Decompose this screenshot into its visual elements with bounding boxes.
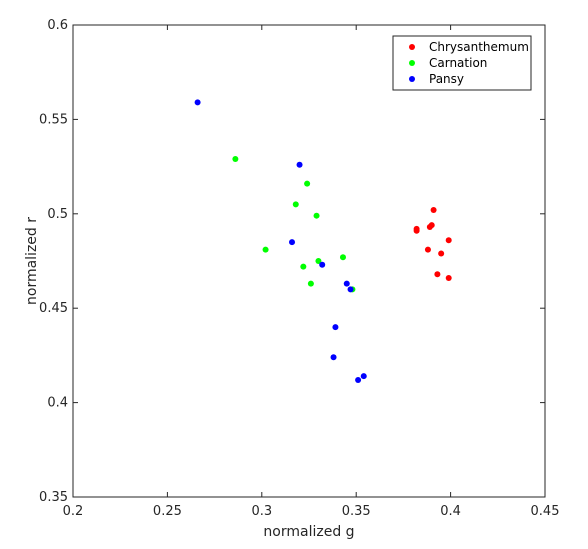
data-point xyxy=(413,227,420,234)
y-tick-label: 0.35 xyxy=(39,490,68,505)
y-tick-label: 0.55 xyxy=(39,112,68,127)
data-point xyxy=(300,263,307,270)
data-point xyxy=(438,250,445,257)
y-tick-label: 0.4 xyxy=(47,396,68,411)
legend-entry-pansy: Pansy xyxy=(429,72,464,86)
data-point xyxy=(339,254,346,261)
data-point xyxy=(332,324,339,331)
legend-box xyxy=(392,35,532,91)
legend: Chrysanthemum Carnation Pansy xyxy=(392,35,532,91)
legend-marker-carnation xyxy=(409,60,415,66)
data-point xyxy=(313,212,320,219)
data-point xyxy=(360,373,367,380)
x-tick-label: 0.25 xyxy=(153,504,182,519)
data-point xyxy=(445,274,452,281)
data-point xyxy=(355,376,362,383)
legend-entry-carnation: Carnation xyxy=(429,56,487,70)
plot-area xyxy=(72,24,546,498)
legend-marker-pansy xyxy=(409,76,415,82)
x-axis-label: normalized g xyxy=(263,524,354,540)
data-point xyxy=(430,207,437,214)
y-tick-label: 0.6 xyxy=(47,18,68,33)
x-tick-label: 0.45 xyxy=(531,504,560,519)
data-point xyxy=(434,271,441,278)
x-tick-label: 0.4 xyxy=(440,504,461,519)
y-axis-label: normalized r xyxy=(24,217,40,305)
data-point xyxy=(194,99,201,106)
data-point xyxy=(330,354,337,361)
data-point xyxy=(304,180,311,187)
legend-entry-chrysanthemum: Chrysanthemum xyxy=(429,40,529,54)
legend-marker-chrysanthemum xyxy=(409,44,415,50)
data-point xyxy=(292,201,299,208)
x-tick-label: 0.2 xyxy=(63,504,84,519)
data-point xyxy=(428,222,435,229)
data-point xyxy=(319,261,326,268)
series-pansy xyxy=(194,99,367,383)
data-point xyxy=(343,280,350,287)
y-tick-label: 0.5 xyxy=(47,207,68,222)
data-point xyxy=(347,286,354,293)
data-point xyxy=(424,246,431,253)
data-point xyxy=(232,156,239,163)
x-tick-label: 0.3 xyxy=(251,504,272,519)
data-point xyxy=(289,239,296,246)
series-chrysanthemum xyxy=(413,207,452,281)
data-point xyxy=(307,280,314,287)
data-point xyxy=(315,258,322,264)
data-point xyxy=(296,161,303,168)
data-point xyxy=(445,237,452,244)
x-tick-label: 0.35 xyxy=(342,504,371,519)
data-point xyxy=(262,246,269,253)
y-tick-label: 0.45 xyxy=(39,301,68,316)
